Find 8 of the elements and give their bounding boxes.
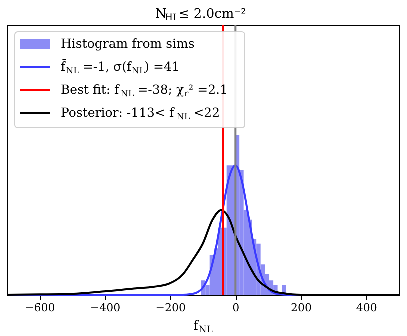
x-tick-label: −600 xyxy=(25,302,56,314)
x-tick-label: 0 xyxy=(232,302,240,314)
x-tick-label: 200 xyxy=(291,302,312,314)
legend-label: Histogram from sims xyxy=(61,36,195,51)
x-tick-label: 400 xyxy=(356,302,378,314)
legend-label: Posterior: -113< fNL <22 xyxy=(61,105,220,122)
x-tick-label: −200 xyxy=(156,302,186,314)
x-tick-label: −400 xyxy=(90,302,121,314)
